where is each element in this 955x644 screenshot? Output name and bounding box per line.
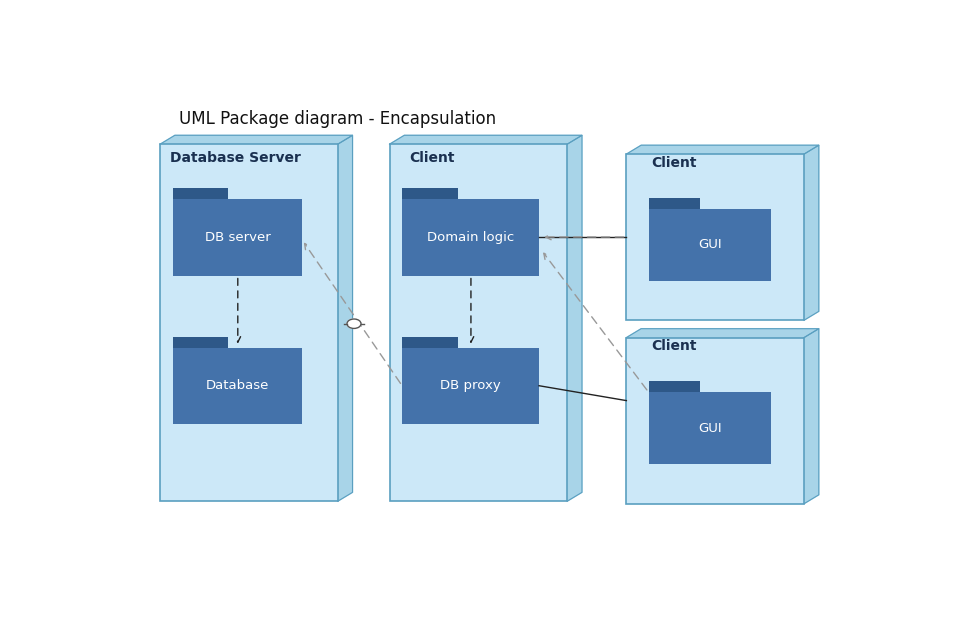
Text: UML Package diagram - Encapsulation: UML Package diagram - Encapsulation [179, 109, 496, 128]
Polygon shape [338, 135, 352, 501]
Bar [173, 337, 228, 348]
Bar [402, 199, 539, 276]
Bar [626, 154, 804, 320]
Text: DB proxy: DB proxy [440, 379, 501, 392]
Polygon shape [804, 145, 818, 320]
Bar [173, 199, 302, 276]
Polygon shape [804, 328, 818, 504]
Polygon shape [626, 145, 818, 154]
Bar [626, 337, 804, 504]
Polygon shape [390, 135, 582, 144]
Bar [648, 381, 700, 392]
Text: DB server: DB server [204, 231, 270, 243]
Bar [402, 348, 539, 424]
Bar [648, 198, 700, 209]
Bar [160, 144, 338, 501]
Polygon shape [626, 328, 818, 337]
Text: Client: Client [650, 156, 696, 169]
Bar [648, 209, 771, 281]
Text: Client: Client [650, 339, 696, 353]
Bar [402, 188, 457, 199]
Bar [648, 392, 771, 464]
Bar [173, 348, 302, 424]
Text: GUI: GUI [698, 422, 721, 435]
Circle shape [347, 319, 361, 328]
Text: Client: Client [410, 151, 455, 165]
Bar [402, 337, 457, 348]
Text: GUI: GUI [698, 238, 721, 251]
Polygon shape [567, 135, 582, 501]
Text: Database: Database [205, 379, 269, 392]
Bar [173, 188, 228, 199]
Text: Domain logic: Domain logic [427, 231, 514, 243]
Polygon shape [160, 135, 352, 144]
Text: Database Server: Database Server [170, 151, 301, 165]
Bar [390, 144, 567, 501]
